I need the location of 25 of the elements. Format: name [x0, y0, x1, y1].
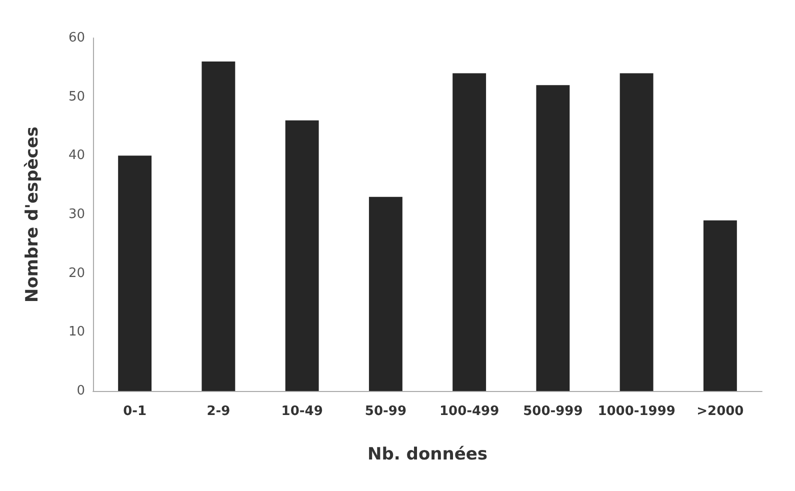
- bar: [285, 120, 319, 391]
- bar: [536, 85, 570, 391]
- y-tick-label: 50: [68, 89, 85, 104]
- x-tick-label: 10-49: [281, 404, 323, 419]
- y-tick-label: 20: [68, 266, 85, 281]
- y-axis-title: Nombre d'espèces: [22, 126, 42, 303]
- x-tick-label: 100-499: [439, 404, 500, 419]
- x-tick-label: 0-1: [123, 404, 147, 419]
- y-tick-label: 30: [68, 207, 85, 222]
- bar: [202, 62, 236, 391]
- y-tick-label: 10: [68, 324, 85, 340]
- bar: [620, 73, 654, 391]
- x-tick-label: 2-9: [206, 404, 230, 419]
- x-tick-label: 1000-1999: [598, 404, 676, 419]
- y-tick-label: 0: [76, 384, 85, 398]
- x-tick-label: 500-999: [523, 404, 583, 419]
- y-tick-label: 60: [68, 30, 85, 46]
- x-tick-label: 50-99: [364, 404, 406, 419]
- bar: [452, 73, 486, 391]
- x-axis-title: Nb. données: [367, 444, 488, 464]
- bar: [703, 220, 737, 391]
- x-tick-label: >2000: [696, 404, 744, 419]
- y-tick-label: 40: [68, 148, 85, 164]
- bar: [368, 196, 402, 391]
- bar: [118, 156, 152, 391]
